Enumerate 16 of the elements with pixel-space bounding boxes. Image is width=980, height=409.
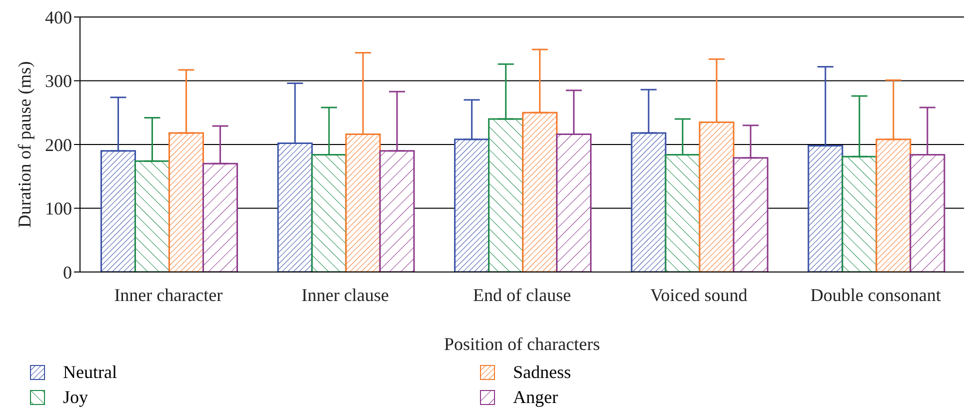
y-tick-label: 0 xyxy=(63,262,72,282)
x-tick-label: End of clause xyxy=(473,284,571,305)
x-axis-title: Position of characters xyxy=(444,334,600,354)
x-tick-label: Double consonant xyxy=(810,284,941,305)
x-tick-label: Voiced sound xyxy=(650,284,748,305)
legend-label: Neutral xyxy=(63,362,117,383)
x-tick-label: Inner clause xyxy=(301,284,389,305)
y-tick-label: 300 xyxy=(45,71,72,92)
y-tick-label: 200 xyxy=(45,134,72,155)
y-tick-label: 400 xyxy=(45,7,72,28)
legend-label: Joy xyxy=(63,387,88,408)
legend-label: Sadness xyxy=(513,362,571,383)
y-tick-label: 100 xyxy=(45,198,72,219)
y-axis-title: Duration of pause (ms) xyxy=(14,61,34,228)
x-tick-label: Inner character xyxy=(114,284,223,305)
legend-label: Anger xyxy=(513,387,558,408)
